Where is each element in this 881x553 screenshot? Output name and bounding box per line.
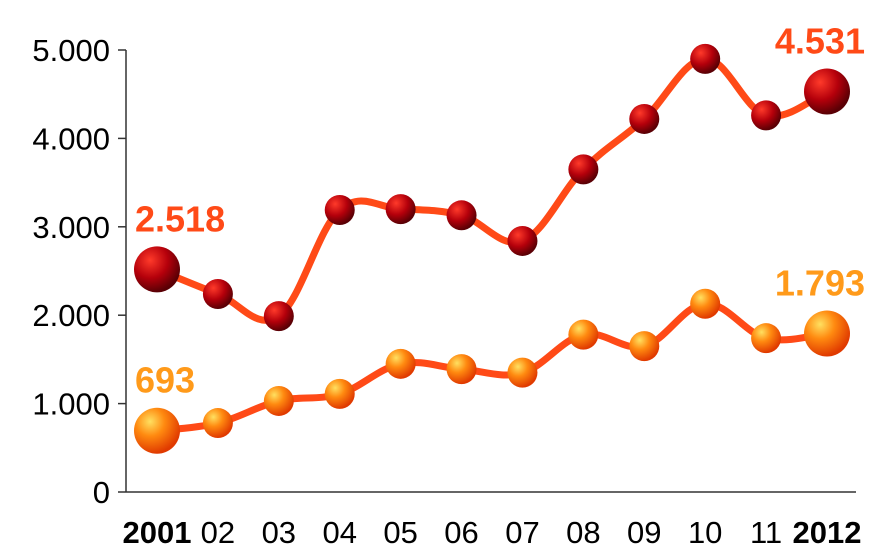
series-2-point [446,354,477,385]
x-tick-label: 2001 [123,515,192,550]
y-tick-label: 2.000 [32,298,110,333]
y-tick-label: 3.000 [32,210,110,245]
data-label: 1.793 [775,262,865,303]
series-2-point [629,331,660,362]
series-layer [134,43,850,454]
x-tick-label: 08 [566,515,600,550]
x-tick-label: 02 [201,515,235,550]
series-2-point [134,407,180,454]
series-1-point [263,301,294,332]
series-1-point [134,246,180,293]
x-tick-label: 11 [750,515,782,550]
series-2-point [385,348,416,379]
x-tick-label: 03 [262,515,296,550]
x-tick-label: 05 [383,515,417,550]
series-2-point [263,385,294,416]
series-2-point [507,357,538,388]
x-tick-label: 10 [688,515,722,550]
series-1-point [324,195,355,226]
series-1-point [446,200,477,231]
series-1-point [568,154,599,185]
y-tick-label: 1.000 [32,387,110,422]
y-tick-label: 0 [93,475,110,510]
x-tick-label: 04 [322,515,356,550]
series-2-point [690,288,721,319]
series-2-point [568,319,599,350]
series-2-point [804,310,850,357]
series-2-point [751,323,782,354]
series-line-1 [153,55,831,324]
series-1-point [507,225,538,256]
series-1-point [804,68,850,115]
x-tick-label: 2012 [793,515,862,550]
y-axis-ticks: 0 1.000 2.000 3.000 4.000 5.000 [32,33,126,510]
series-1-point [202,278,233,309]
series-1-point [385,194,416,225]
data-labels: 2.518 4.531 693 1.793 [135,20,865,400]
y-tick-label: 5.000 [32,33,110,68]
series-1-point [690,43,721,74]
x-tick-label: 07 [505,515,539,550]
data-label: 2.518 [135,198,225,239]
series-2-point [324,378,355,409]
x-tick-label: 09 [627,515,661,550]
data-label: 4.531 [775,20,865,61]
series-2-point [202,408,233,439]
series-line-2 [153,300,831,435]
x-tick-label: 06 [444,515,478,550]
y-tick-label: 4.000 [32,121,110,156]
data-label: 693 [135,360,195,401]
series-1-point [629,103,660,134]
x-axis-ticks: 2001 02 03 04 05 06 07 08 09 10 11 2012 [123,515,862,550]
series-1-point [751,100,782,131]
